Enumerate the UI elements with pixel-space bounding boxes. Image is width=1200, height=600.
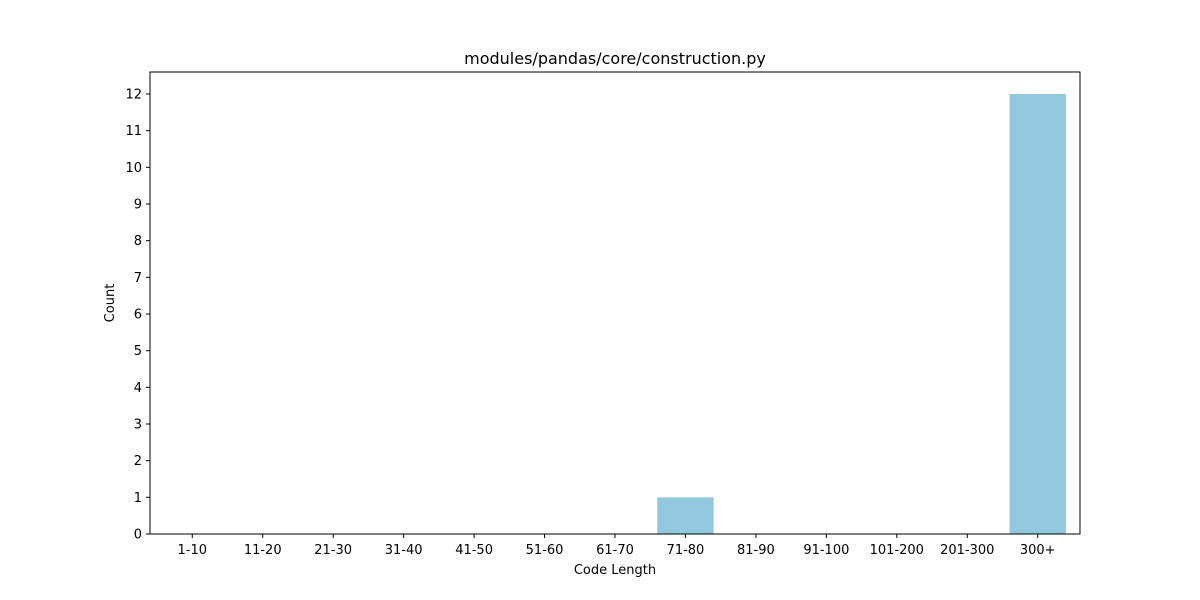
y-tick-label: 3	[134, 418, 142, 433]
x-tick-label: 91-100	[803, 543, 849, 558]
x-tick-label: 31-40	[385, 543, 423, 558]
x-tick-label: 51-60	[526, 543, 564, 558]
x-axis-label: Code Length	[574, 563, 656, 578]
x-tick-label: 81-90	[737, 543, 775, 558]
y-tick-label: 9	[134, 198, 142, 213]
y-tick-label: 12	[125, 88, 142, 103]
y-tick-label: 1	[134, 491, 142, 506]
y-tick-label: 0	[134, 528, 142, 543]
y-tick-label: 4	[134, 381, 142, 396]
x-tick-label: 201-300	[940, 543, 994, 558]
y-tick-label: 11	[125, 124, 142, 139]
x-tick-label: 1-10	[178, 543, 208, 558]
x-tick-label: 61-70	[596, 543, 634, 558]
x-tick-label: 300+	[1020, 543, 1056, 558]
x-tick-label: 11-20	[244, 543, 282, 558]
x-tick-label: 41-50	[455, 543, 493, 558]
y-tick-label: 10	[125, 161, 142, 176]
chart-title: modules/pandas/core/construction.py	[464, 49, 766, 68]
y-tick-label: 7	[134, 271, 142, 286]
bars-layer	[657, 94, 1066, 534]
x-tick-label: 101-200	[870, 543, 924, 558]
y-tick-label: 8	[134, 234, 142, 249]
bar-300+	[1009, 94, 1066, 534]
y-tick-label: 6	[134, 308, 142, 323]
plot-frame	[149, 71, 1081, 535]
y-tick-label: 5	[134, 344, 142, 359]
x-tick-label: 21-30	[314, 543, 352, 558]
y-axis-label: Count	[103, 284, 118, 323]
x-axis-ticks: 1-10 11-20 21-30 31-40 41-50 51-60 61-70 71-80 8…	[178, 534, 1056, 558]
bar-71-80	[657, 497, 714, 534]
y-tick-label: 2	[134, 454, 142, 469]
x-tick-label: 71-80	[667, 543, 705, 558]
